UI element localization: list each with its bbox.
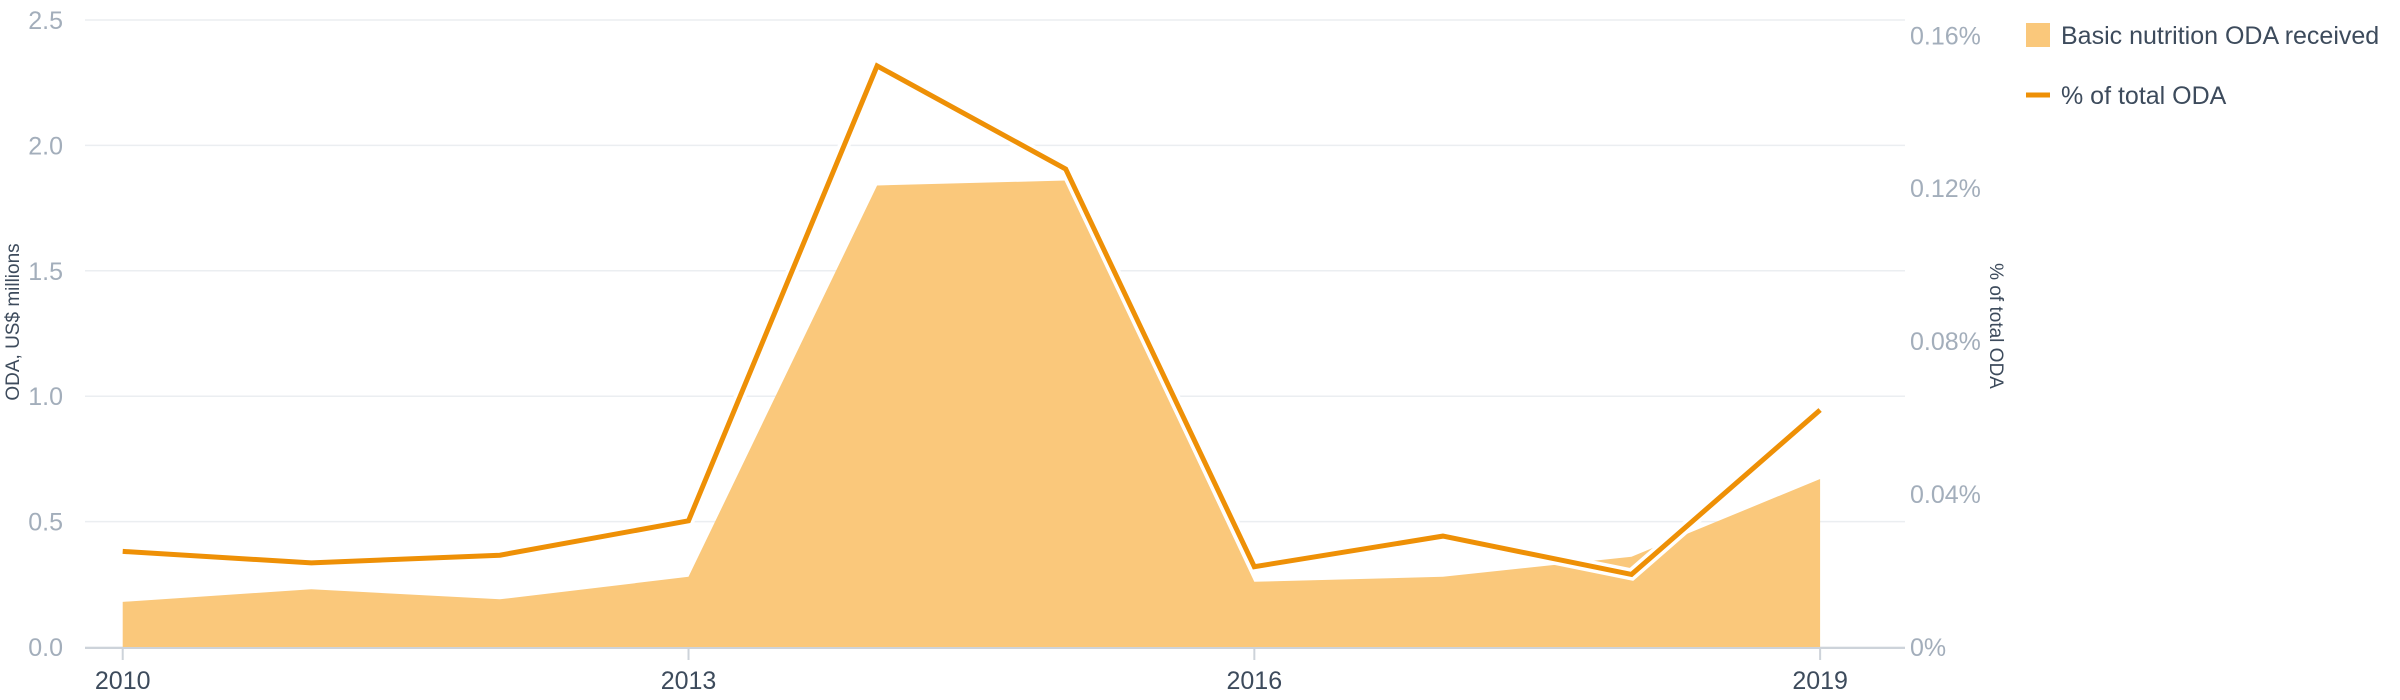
axis-layer: 0.0 0.5 1.0 1.5 2.0 2.5 2010 2013 2016 2019 0% 0.04… — [3, 7, 2006, 695]
x-tick-label: 2016 — [1227, 667, 1283, 695]
y-left-tick-label: 2.0 — [28, 132, 63, 160]
x-tick-label: 2010 — [95, 667, 151, 695]
x-tick-label: 2013 — [661, 667, 717, 695]
y-left-tick-label: 1.0 — [28, 383, 63, 411]
y-right-axis-title: % of total ODA — [1985, 263, 2006, 389]
y-right-tick-label: 0.04% — [1910, 481, 1981, 509]
legend-label-line: % of total ODA — [2061, 82, 2227, 110]
y-left-tick-label: 2.5 — [28, 7, 63, 35]
line-layer — [122, 57, 1825, 581]
line-series-pct-total-oda — [122, 62, 1822, 578]
y-left-axis-title: ODA, US$ millions — [3, 243, 24, 400]
y-right-tick-label: 0.16% — [1910, 22, 1981, 50]
x-tick-label: 2019 — [1792, 667, 1848, 695]
legend: Basic nutrition ODA received % of total O… — [2026, 22, 2379, 110]
legend-swatch-area — [2026, 23, 2050, 47]
y-left-tick-label: 0.5 — [28, 509, 63, 537]
y-right-tick-label: 0% — [1910, 634, 1946, 662]
area-layer — [122, 180, 1821, 647]
legend-label-area: Basic nutrition ODA received — [2061, 22, 2379, 50]
y-left-tick-label: 0.0 — [28, 634, 63, 662]
y-right-tick-label: 0.12% — [1910, 175, 1981, 203]
area-series-basic-nutrition-oda — [122, 180, 1821, 647]
y-right-tick-label: 0.08% — [1910, 328, 1981, 356]
y-left-tick-label: 1.5 — [28, 258, 63, 286]
